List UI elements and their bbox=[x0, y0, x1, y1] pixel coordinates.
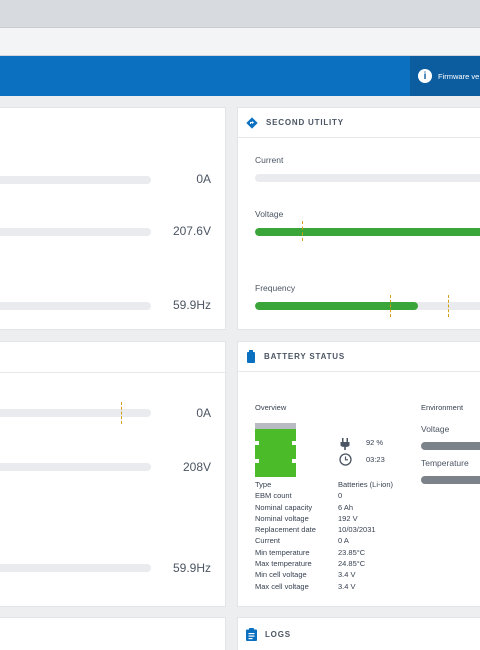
detail-row-replacement-date: Replacement date 10/03/2031 bbox=[255, 525, 376, 535]
detail-row-max-temperature: Max temperature 24.85°C bbox=[255, 559, 366, 569]
output-frequency-bar bbox=[0, 564, 151, 572]
logs-title: LOGS bbox=[265, 629, 291, 639]
voltage-value: 207.6V bbox=[172, 224, 211, 238]
su-voltage-bar bbox=[255, 228, 480, 236]
battery-details: Type Batteries (Li-ion) EBM count 0 Nomina… bbox=[255, 480, 425, 593]
env-temperature-label: Temperature bbox=[421, 458, 469, 468]
detail-row-current: Current 0 A bbox=[255, 536, 349, 546]
second-utility-card: SECOND UTILITY Current Voltage Frequency bbox=[237, 107, 480, 330]
output-voltage-bar bbox=[0, 463, 151, 471]
env-voltage-label: Voltage bbox=[421, 424, 450, 434]
overview-label: Overview bbox=[255, 403, 287, 412]
second-utility-title: SECOND UTILITY bbox=[266, 118, 344, 127]
clock-icon bbox=[339, 453, 352, 471]
detail-row-min-cell-voltage: Min cell voltage 3.4 V bbox=[255, 570, 356, 580]
output-current-bar bbox=[0, 409, 151, 417]
battery-status-card: BATTERY STATUS Overview Environment 92 %… bbox=[237, 341, 480, 607]
plug-icon bbox=[340, 437, 350, 455]
app-header: i Firmware ve bbox=[0, 56, 480, 96]
env-temperature-bar bbox=[421, 476, 480, 484]
firmware-version-label: Firmware ve bbox=[438, 71, 480, 81]
bottom-left-card bbox=[0, 617, 226, 650]
battery-status-title: BATTERY STATUS bbox=[264, 352, 345, 361]
detail-row-nominal-voltage: Nominal voltage 192 V bbox=[255, 513, 358, 523]
firmware-version-button[interactable]: i Firmware ve bbox=[410, 56, 480, 96]
su-voltage-label: Voltage bbox=[255, 209, 284, 219]
battery-charge-value: 92 % bbox=[366, 438, 384, 447]
output-card: 0A 208V 59.9Hz bbox=[0, 341, 227, 607]
environment-label: Environment bbox=[421, 403, 464, 412]
second-utility-header: SECOND UTILITY bbox=[238, 108, 480, 138]
battery-runtime-value: 03:23 bbox=[366, 455, 385, 464]
detail-row-type: Type Batteries (Li-ion) bbox=[255, 480, 394, 489]
detail-row-nominal-capacity: Nominal capacity 6 Ah bbox=[255, 502, 354, 512]
output-voltage-value: 208V bbox=[182, 460, 211, 474]
su-current-label: Current bbox=[255, 155, 284, 165]
voltage-bar bbox=[0, 228, 151, 236]
logs-header: LOGS bbox=[238, 618, 480, 650]
su-frequency-label: Frequency bbox=[255, 283, 296, 293]
su-frequency-threshold-high bbox=[448, 295, 449, 317]
logs-card: LOGS bbox=[237, 617, 480, 650]
detail-row-min-temperature: Min temperature 23.85°C bbox=[255, 547, 366, 557]
frequency-value: 59.9Hz bbox=[172, 298, 211, 312]
card-divider bbox=[0, 372, 227, 373]
output-frequency-value: 59.9Hz bbox=[172, 561, 211, 575]
su-voltage-threshold bbox=[302, 221, 303, 241]
clipboard-list-icon bbox=[246, 627, 257, 641]
detail-row-ebm-count: EBM count 0 bbox=[255, 491, 343, 501]
battery-status-header: BATTERY STATUS bbox=[238, 342, 480, 372]
su-frequency-threshold-low bbox=[390, 295, 391, 317]
battery-icon bbox=[246, 350, 256, 363]
su-voltage-fill bbox=[255, 228, 480, 236]
input-utility-card: 0A 207.6V 59.9Hz bbox=[0, 107, 226, 330]
output-current-value: 0A bbox=[196, 406, 211, 420]
battery-graphic bbox=[255, 423, 296, 477]
browser-address-bar[interactable] bbox=[0, 28, 480, 56]
current-bar bbox=[0, 176, 151, 184]
su-current-bar bbox=[255, 174, 480, 182]
browser-tab-strip bbox=[0, 0, 480, 28]
current-value: 0A bbox=[196, 172, 211, 186]
su-frequency-fill bbox=[255, 302, 418, 310]
diamond-arrow-icon bbox=[246, 116, 258, 129]
info-icon: i bbox=[418, 69, 432, 83]
output-current-threshold bbox=[121, 402, 122, 424]
su-frequency-bar bbox=[255, 302, 480, 310]
frequency-bar bbox=[0, 302, 151, 310]
env-voltage-bar bbox=[421, 442, 480, 450]
detail-row-max-cell-voltage: Max cell voltage 3.4 V bbox=[255, 581, 356, 591]
